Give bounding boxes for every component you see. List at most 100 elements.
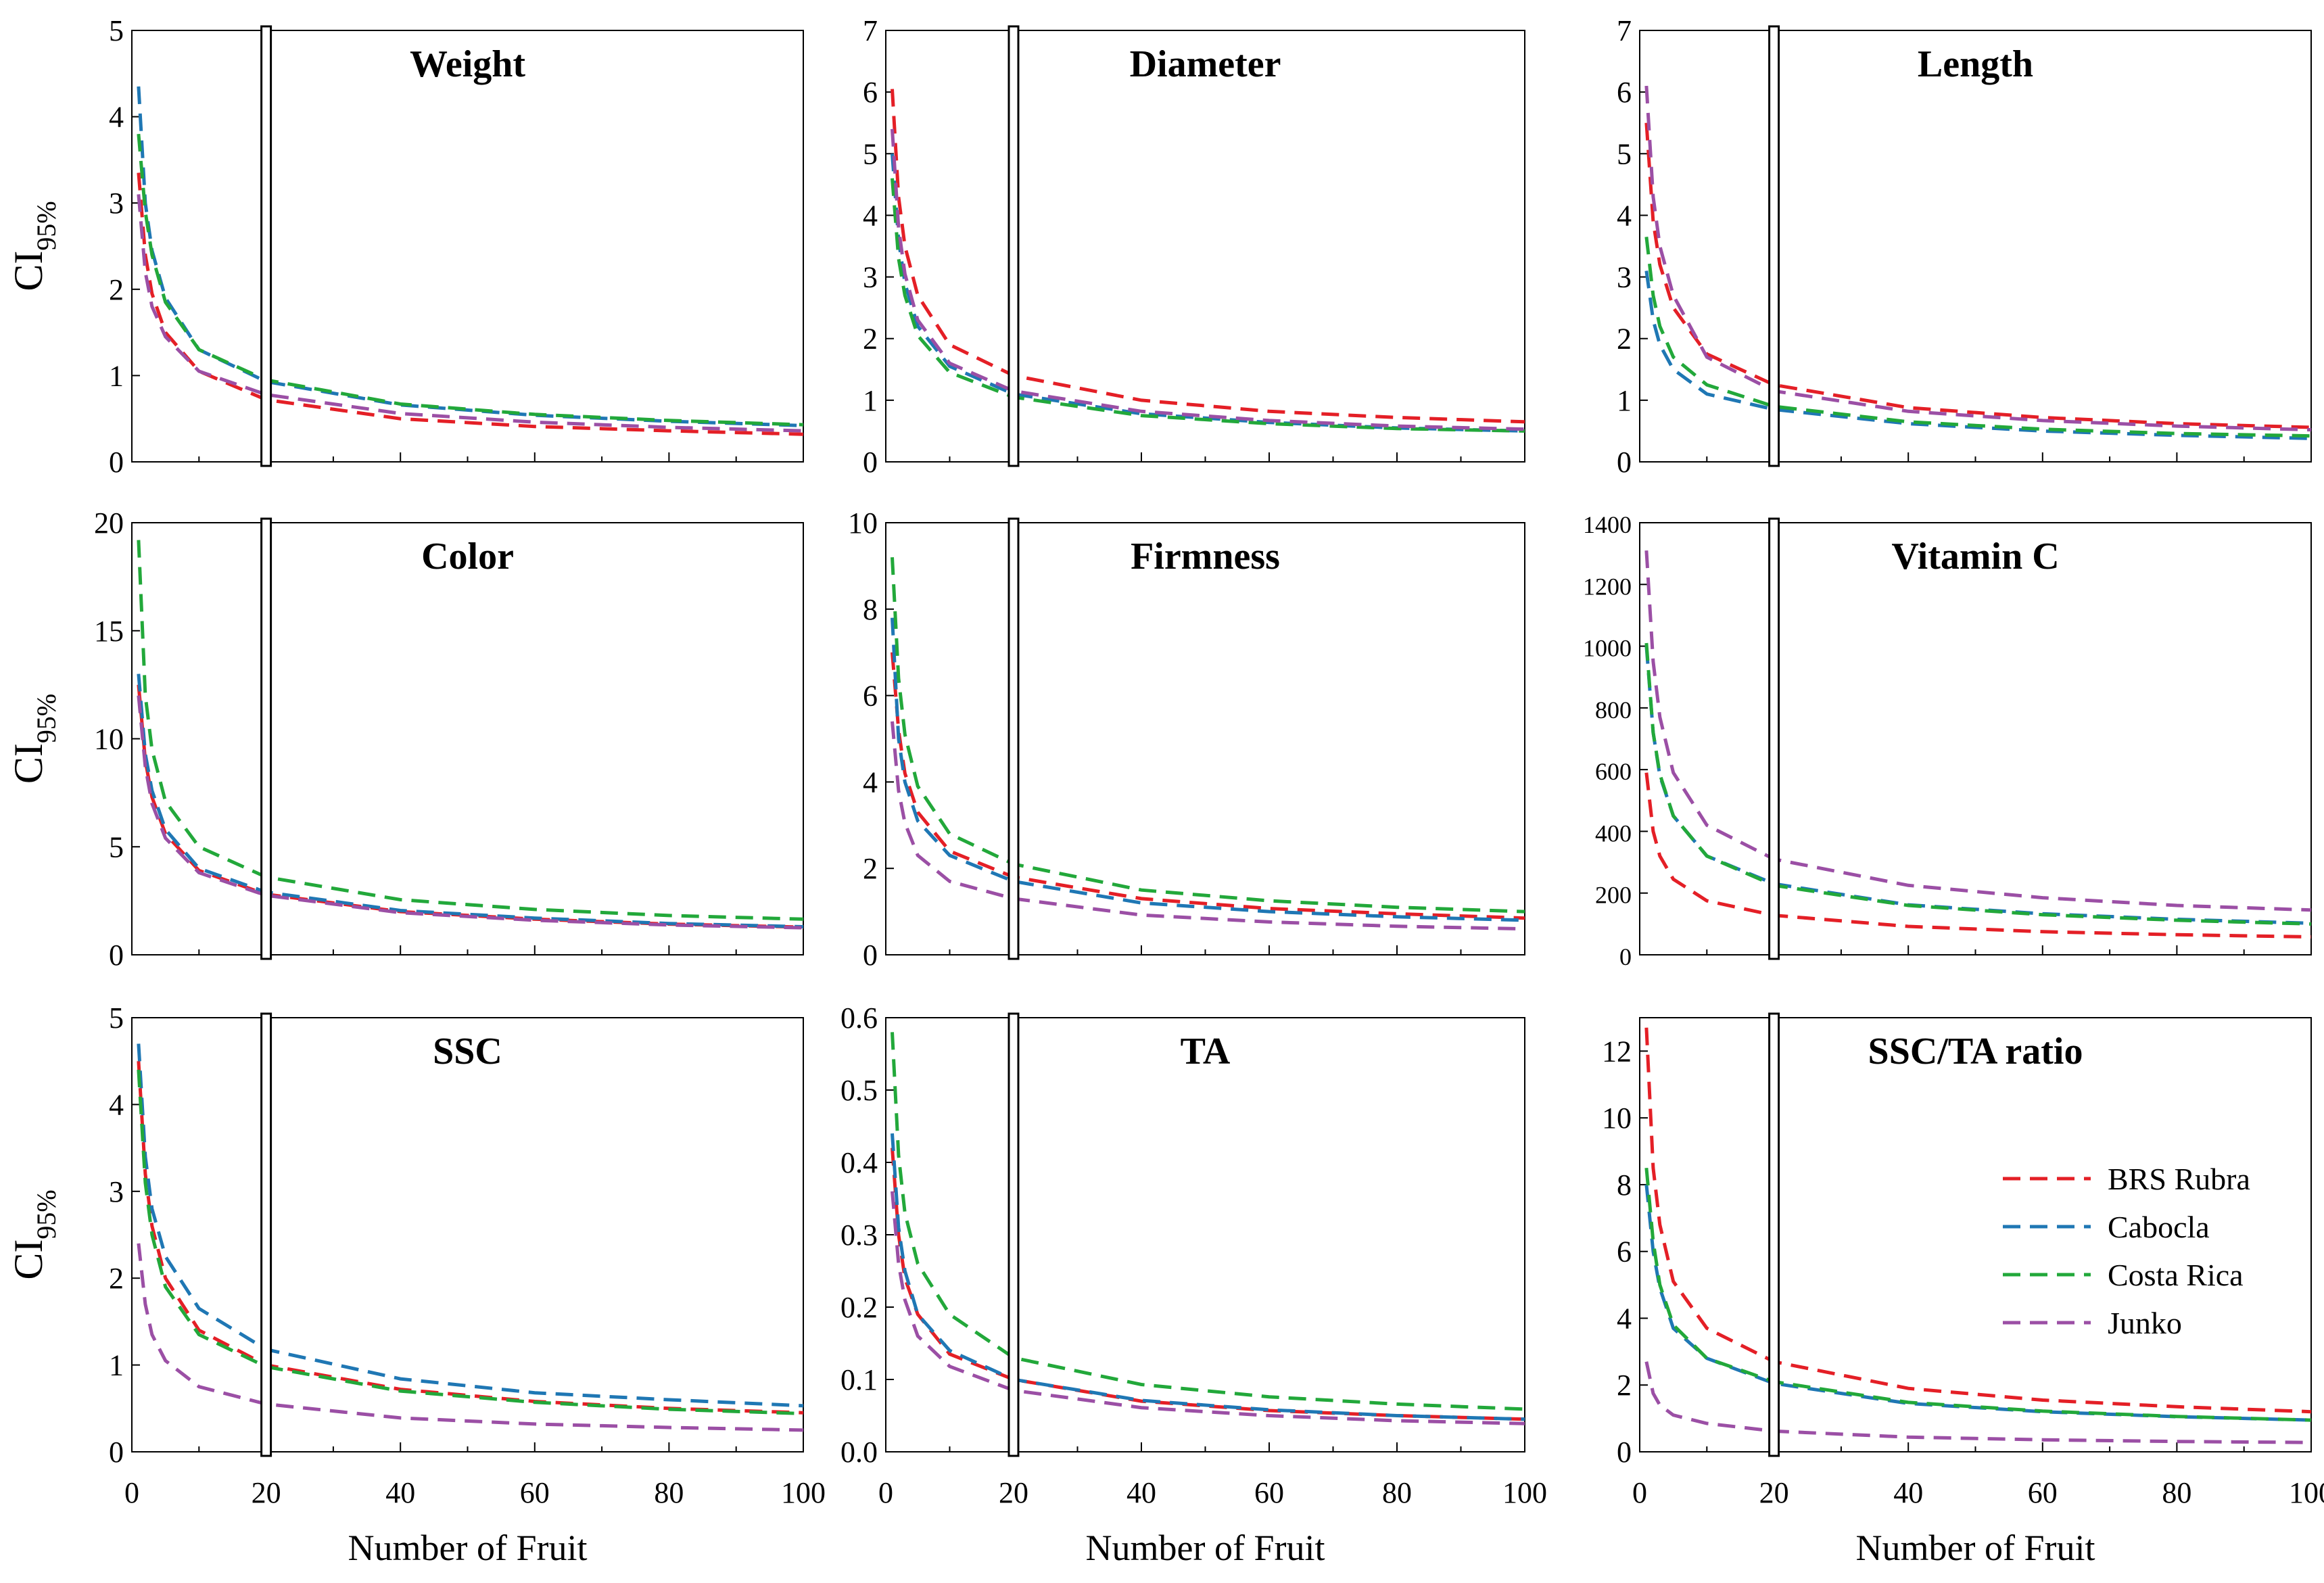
series-line-brs-rubra [1644,122,2312,429]
threshold-marker [1007,517,1020,960]
y-tick-label: 2 [109,273,124,306]
y-tick-label: 0 [1619,943,1632,970]
y-tick-label: 8 [863,593,878,626]
x-tick-label: 40 [1127,1476,1156,1509]
y-tick-label: 4 [863,199,878,232]
x-tick-label: 20 [1759,1476,1789,1509]
y-tick-label: 4 [863,765,878,799]
series-line-costa-rica [1644,642,2312,926]
series-line-brs-rubra [1644,772,2312,939]
series-line-junko [1644,550,2312,912]
x-tick-label: 80 [1382,1476,1412,1509]
y-tick-label: 5 [863,137,878,170]
threshold-marker [1768,25,1780,467]
panel-ta: 0.0 0.1 0.2 0.3 0.4 0.5 0.6 0 20 40 60 80 100 TA Numbe… [840,1001,1547,1568]
series-line-junko [137,695,804,930]
series-line-costa-rica [137,540,804,921]
y-tick-label: 1 [109,1349,124,1382]
threshold-marker [1007,25,1020,467]
y-tick-label: 0.4 [840,1146,878,1179]
series-line-brs-rubra [891,1148,1525,1421]
series-line-junko [1644,1361,2312,1444]
series-line-junko [1644,85,2312,432]
y-tick-label: 7 [863,14,878,47]
y-axis-title: CI95% [6,694,62,784]
panel-title: Vitamin C [1891,536,2059,577]
y-tick-label: 4 [1617,199,1632,232]
y-axis-title-sub: 95% [31,201,62,250]
y-tick-label: 3 [109,187,124,220]
y-tick-label: 0.0 [840,1436,878,1469]
y-axis-title-main: CI [6,743,51,784]
y-tick-label: 2 [1617,323,1632,356]
x-axis-title: Number of Fruit [1086,1528,1325,1568]
y-tick-label: 1 [863,384,878,417]
threshold-marker [1768,517,1780,960]
series-line-brs-rubra [137,172,804,436]
panel-title: SSC/TA ratio [1868,1031,2083,1072]
plot-frame [131,30,804,463]
series-line-cabocla [137,1043,804,1408]
y-tick-label: 0 [109,1436,124,1469]
y-tick-label: 800 [1595,696,1632,724]
panel-title: SSC [433,1031,502,1072]
x-axis-title: Number of Fruit [348,1528,588,1568]
legend-label: Cabocla [2108,1210,2210,1244]
y-tick-label: 6 [863,76,878,109]
y-tick-label: 4 [109,101,124,134]
y-tick-label: 2 [109,1262,124,1295]
y-tick-label: 5 [109,830,124,864]
y-tick-label: 1200 [1583,573,1632,600]
y-tick-label: 0 [1617,1436,1632,1469]
y-axis-title: CI95% [6,201,62,291]
y-tick-label: 0.3 [840,1219,878,1252]
y-tick-label: 4 [109,1088,124,1121]
series-line-brs-rubra [1644,1027,2312,1414]
x-tick-label: 0 [1632,1476,1647,1509]
y-tick-label: 0 [1617,446,1632,479]
series-line-junko [891,128,1525,431]
y-tick-label: 8 [1617,1168,1632,1202]
series-line-brs-rubra [891,89,1525,424]
y-tick-label: 2 [863,852,878,885]
y-tick-label: 20 [94,506,124,540]
legend-label: Costa Rica [2108,1258,2244,1292]
series-line-junko [137,1243,804,1432]
panel-title: Weight [410,43,525,85]
plot-frame [885,30,1525,463]
y-axis-title-sub: 95% [31,1189,62,1239]
panel-title: Length [1918,43,2033,85]
panel-title: TA [1181,1031,1231,1072]
y-tick-label: 5 [1617,137,1632,170]
x-tick-label: 0 [124,1476,139,1509]
series-line-cabocla [891,1133,1525,1421]
plot-frame [1639,1017,2312,1452]
legend-label: BRS Rubra [2108,1162,2250,1196]
series-line-costa-rica [1644,1167,2312,1422]
x-tick-label: 20 [252,1476,281,1509]
panel-length: 0 1 2 3 4 5 6 7 Length [1617,14,2312,479]
plot-frame [885,522,1525,955]
y-tick-label: 5 [109,1001,124,1035]
series-line-costa-rica [891,557,1525,914]
x-axis-title: Number of Fruit [1856,1528,2095,1568]
y-tick-label: 600 [1595,758,1632,785]
y-tick-label: 3 [109,1175,124,1208]
threshold-marker [1007,1012,1020,1457]
x-tick-label: 100 [2289,1476,2324,1509]
legend: BRS Rubra Cabocla Costa Rica Junko [2003,1162,2250,1340]
y-tick-label: 0.1 [840,1363,878,1396]
y-tick-label: 0 [863,939,878,972]
y-tick-label: 0.2 [840,1291,878,1324]
y-tick-label: 10 [94,723,124,756]
x-tick-label: 60 [1254,1476,1284,1509]
x-tick-label: 80 [2162,1476,2191,1509]
y-tick-label: 15 [94,615,124,648]
series-line-junko [891,1191,1525,1425]
y-tick-label: 1 [1617,384,1632,417]
series-line-costa-rica [1644,237,2312,438]
series-line-brs-rubra [891,652,1525,920]
panel-vitamin-c: 0 200 400 600 800 1000 1200 1400 Vitamin C [1583,511,2312,970]
y-tick-label: 4 [1617,1302,1632,1335]
y-tick-label: 0.6 [840,1001,878,1035]
